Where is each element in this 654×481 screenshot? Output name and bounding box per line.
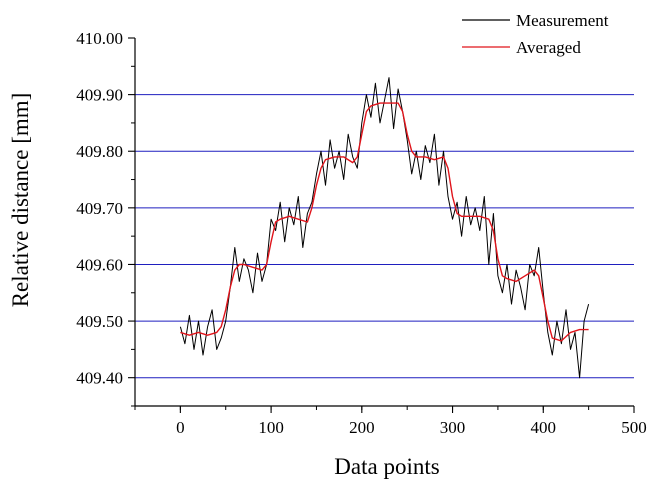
legend-label-measurement: Measurement [516, 11, 609, 30]
x-axis-title: Data points [334, 454, 439, 479]
x-tick-label: 200 [349, 418, 375, 437]
legend-label-averaged: Averaged [516, 38, 581, 57]
series [179, 77, 590, 379]
y-tick-label: 410.00 [76, 29, 123, 48]
legend: Measurement Averaged [462, 11, 609, 57]
y-tick-label: 409.90 [76, 86, 123, 105]
x-tick-label: 100 [258, 418, 284, 437]
series-line-averaged [180, 102, 589, 342]
grid-lines [135, 94, 634, 379]
x-tick-label: 300 [440, 418, 466, 437]
x-tick-label: 400 [531, 418, 557, 437]
y-tick-label: 409.40 [76, 369, 123, 388]
ticks: 409.40 409.50 409.60 409.70 409.80 409.90 410.… [76, 29, 647, 437]
y-tick-label: 409.60 [76, 255, 123, 274]
y-axis-title: Relative distance [mm] [8, 93, 33, 308]
axes [134, 38, 634, 407]
y-tick-label: 409.70 [76, 199, 123, 218]
series-line-measurement [179, 77, 590, 379]
y-tick-label: 409.50 [76, 312, 123, 331]
y-tick-label: 409.80 [76, 142, 123, 161]
x-tick-label: 500 [621, 418, 647, 437]
x-tick-label: 0 [176, 418, 185, 437]
